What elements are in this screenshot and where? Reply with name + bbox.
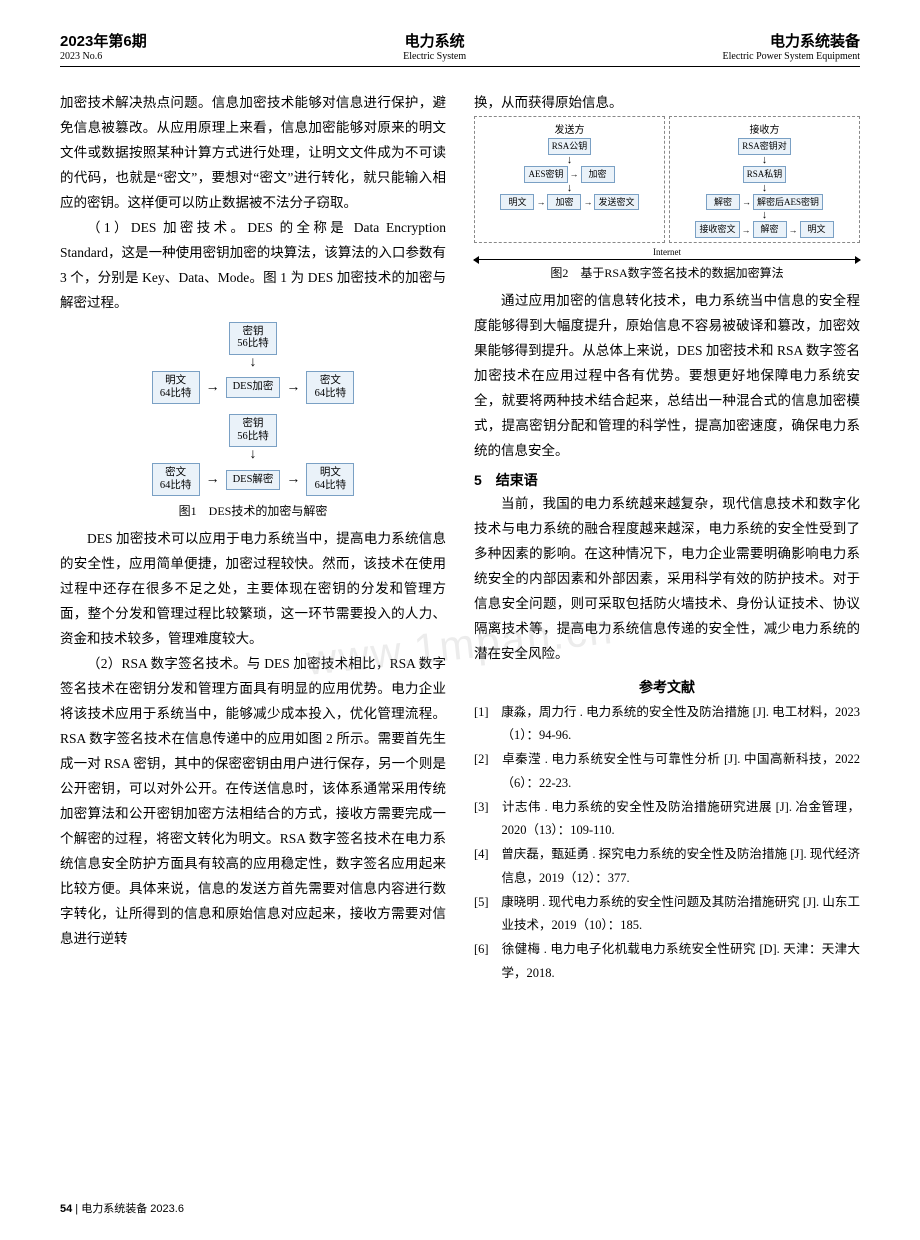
arrow-down-icon: ↓ <box>674 210 855 221</box>
footer-sep: | <box>72 1203 81 1215</box>
fig2-plain-r: 明文 <box>800 221 834 238</box>
left-p2: （1）DES 加密技术。DES 的全称是 Data Encryption Sta… <box>60 216 446 316</box>
fig1-plain2: 明文 64比特 <box>306 463 354 496</box>
fig2-send-cipher: 发送密文 <box>594 194 638 211</box>
header-left-en: 2023 No.6 <box>60 51 147 62</box>
fig2-sender-title: 发送方 <box>479 121 660 136</box>
header-right: 电力系统装备 Electric Power System Equipment <box>723 30 860 62</box>
arrow-right-icon: → <box>789 225 798 235</box>
fig1-key-top: 密钥 56比特 <box>229 322 277 355</box>
left-column: 加密技术解决热点问题。信息加密技术能够对信息进行保护，避免信息被篡改。从应用原理… <box>60 91 446 986</box>
fig2-rsa-pair: RSA密钥对 <box>738 138 791 155</box>
header-right-cn: 电力系统装备 <box>723 30 860 51</box>
fig2-enc2: 加密 <box>547 194 581 211</box>
arrow-down-icon: ↓ <box>250 448 257 462</box>
page-header: 2023年第6期 2023 No.6 电力系统 Electric System … <box>60 30 860 67</box>
arrow-right-icon: → <box>206 473 220 487</box>
fig2-sender-region: 发送方 RSA公钥 ↓ AES密钥 → 加密 ↓ 明文 → 加密 → 发送密文 <box>474 116 665 243</box>
header-left-cn: 2023年第6期 <box>60 30 147 51</box>
figure-2-caption: 图2 基于RSA数字签名技术的数据加密算法 <box>474 264 860 281</box>
fig2-rsa-pub: RSA公钥 <box>548 138 592 155</box>
arrow-down-icon: ↓ <box>250 356 257 370</box>
fig2-aes-key: AES密钥 <box>524 166 567 183</box>
figure-1-diagram: 密钥 56比特 ↓ 明文 64比特 → DES加密 → 密文 64比特 密钥 5… <box>60 322 446 497</box>
arrow-right-icon: → <box>286 473 300 487</box>
arrow-down-icon: ↓ <box>674 183 855 194</box>
header-center: 电力系统 Electric System <box>403 30 466 62</box>
fig2-enc1: 加密 <box>581 166 615 183</box>
arrow-right-icon: → <box>742 197 751 207</box>
fig2-rsa-priv: RSA私钥 <box>743 166 787 183</box>
reference-item: [1] 康淼，周力行 . 电力系统的安全性及防治措施 [J]. 电工材料，202… <box>474 701 860 749</box>
arrow-down-icon: ↓ <box>674 155 855 166</box>
fig1-key-bot: 密钥 56比特 <box>229 414 277 447</box>
footer-title: 电力系统装备 <box>81 1203 147 1215</box>
fig1-dec: DES解密 <box>226 470 281 491</box>
content-area: 加密技术解决热点问题。信息加密技术能够对信息进行保护，避免信息被篡改。从应用原理… <box>60 91 860 986</box>
arrow-down-icon: ↓ <box>479 183 660 194</box>
left-p3: DES 加密技术可以应用于电力系统当中，提高电力系统信息的安全性，应用简单便捷，… <box>60 527 446 652</box>
fig2-plain-s: 明文 <box>500 194 534 211</box>
reference-item: [5] 康晓明 . 现代电力系统的安全性问题及其防治措施研究 [J]. 山东工业… <box>474 891 860 939</box>
arrow-right-icon: → <box>206 381 220 395</box>
arrow-right-icon: → <box>286 381 300 395</box>
right-column: 换，从而获得原始信息。 发送方 RSA公钥 ↓ AES密钥 → 加密 ↓ 明文 <box>474 91 860 986</box>
fig1-plain: 明文 64比特 <box>152 371 200 404</box>
fig2-receiver-region: 接收方 RSA密钥对 ↓ RSA私钥 ↓ 解密 → 解密后AES密钥 ↓ 接收密… <box>669 116 860 243</box>
right-p2: 通过应用加密的信息转化技术，电力系统当中信息的安全程度能够得到大幅度提升，原始信… <box>474 289 860 464</box>
fig1-cipher2: 密文 64比特 <box>152 463 200 496</box>
page-footer: 54 | 电力系统装备 2023.6 <box>60 1200 184 1216</box>
references-list: [1] 康淼，周力行 . 电力系统的安全性及防治措施 [J]. 电工材料，202… <box>474 701 860 986</box>
references-title: 参考文献 <box>474 677 860 697</box>
left-p4: （2）RSA 数字签名技术。与 DES 加密技术相比，RSA 数字签名技术在密钥… <box>60 652 446 952</box>
figure-1-caption: 图1 DES技术的加密与解密 <box>60 502 446 519</box>
arrow-right-icon: → <box>536 197 545 207</box>
header-center-en: Electric System <box>403 51 466 62</box>
section-5-title: 5 结束语 <box>474 470 860 490</box>
arrow-right-icon: → <box>742 225 751 235</box>
header-left: 2023年第6期 2023 No.6 <box>60 30 147 62</box>
page-number: 54 <box>60 1203 72 1215</box>
header-center-cn: 电力系统 <box>403 30 466 51</box>
fig2-recv-cipher: 接收密文 <box>695 221 739 238</box>
right-p3: 当前，我国的电力系统越来越复杂，现代信息技术和数字化技术与电力系统的融合程度越来… <box>474 492 860 667</box>
fig2-receiver-title: 接收方 <box>674 121 855 136</box>
reference-item: [6] 徐健梅 . 电力电子化机载电力系统安全性研究 [D]. 天津：天津大学，… <box>474 938 860 986</box>
arrow-down-icon: ↓ <box>479 155 660 166</box>
fig2-dec-aes: 解密后AES密钥 <box>753 194 823 211</box>
fig2-dec1: 解密 <box>706 194 740 211</box>
footer-issue: 2023.6 <box>147 1203 184 1215</box>
fig1-dec-row: 密文 64比特 → DES解密 → 明文 64比特 <box>152 463 355 496</box>
left-p1: 加密技术解决热点问题。信息加密技术能够对信息进行保护，避免信息被篡改。从应用原理… <box>60 91 446 216</box>
right-p1: 换，从而获得原始信息。 <box>474 91 860 116</box>
reference-item: [2] 卓秦滢 . 电力系统安全性与可靠性分析 [J]. 中国高新科技，2022… <box>474 748 860 796</box>
reference-item: [3] 计志伟 . 电力系统的安全性及防治措施研究进展 [J]. 冶金管理，20… <box>474 796 860 844</box>
fig2-internet-label: Internet <box>474 247 860 257</box>
figure-2-diagram: 发送方 RSA公钥 ↓ AES密钥 → 加密 ↓ 明文 → 加密 → 发送密文 <box>474 116 860 260</box>
reference-item: [4] 曾庆磊，甄延勇 . 探究电力系统的安全性及防治措施 [J]. 现代经济信… <box>474 843 860 891</box>
fig1-enc: DES加密 <box>226 377 281 398</box>
header-right-en: Electric Power System Equipment <box>723 51 860 62</box>
fig1-enc-row: 明文 64比特 → DES加密 → 密文 64比特 <box>152 371 355 404</box>
arrow-right-icon: → <box>583 197 592 207</box>
fig2-internet-line <box>474 259 860 260</box>
arrow-right-icon: → <box>570 169 579 179</box>
fig1-cipher: 密文 64比特 <box>306 371 354 404</box>
fig2-dec2: 解密 <box>753 221 787 238</box>
